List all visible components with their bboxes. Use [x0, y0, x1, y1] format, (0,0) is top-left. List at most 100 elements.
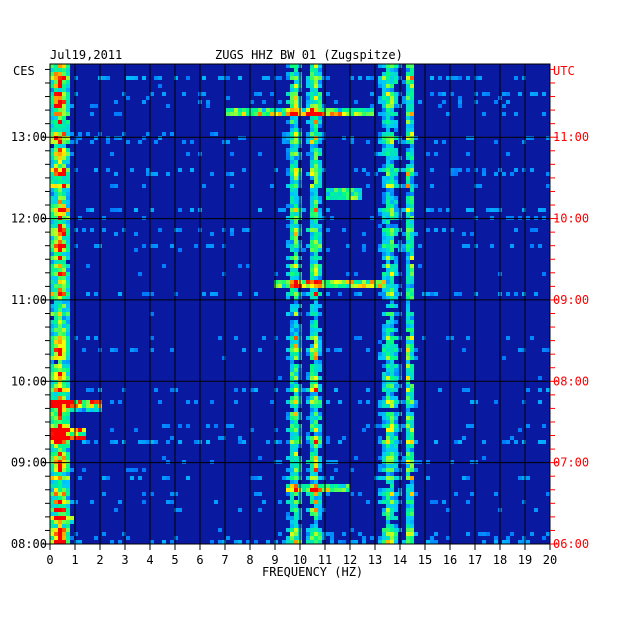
spectrogram-cell	[314, 432, 318, 436]
spectrogram-cell	[430, 500, 434, 504]
spectrogram-cell	[206, 424, 210, 428]
spectrogram-cell	[310, 64, 314, 68]
spectrogram-cell	[226, 108, 230, 112]
spectrogram-cell	[390, 472, 394, 476]
spectrogram-cell	[274, 540, 278, 544]
spectrogram-cell	[358, 532, 362, 536]
spectrogram-cell	[386, 304, 390, 308]
spectrogram-cell	[286, 76, 290, 80]
spectrogram-cell	[54, 256, 58, 260]
spectrogram-cell	[290, 388, 294, 392]
spectrogram-cell	[390, 356, 394, 360]
spectrogram-cell	[446, 508, 450, 512]
spectrogram-cell	[406, 300, 410, 304]
spectrogram-cell	[50, 472, 54, 476]
spectrogram-cell	[54, 268, 58, 272]
spectrogram-cell	[486, 92, 490, 96]
spectrogram-cell	[390, 500, 394, 504]
spectrogram-cell	[390, 248, 394, 252]
spectrogram-cell	[318, 368, 322, 372]
spectrogram-cell	[426, 540, 430, 544]
spectrogram-cell	[62, 168, 66, 172]
spectrogram-cell	[134, 208, 138, 212]
spectrogram-cell	[70, 520, 74, 524]
spectrogram-cell	[86, 292, 90, 296]
spectrogram-cell	[274, 388, 278, 392]
spectrogram-cell	[306, 228, 310, 232]
spectrogram-cell	[410, 528, 414, 532]
spectrogram-cell	[314, 204, 318, 208]
spectrogram-cell	[502, 356, 506, 360]
spectrogram-cell	[238, 108, 242, 112]
spectrogram-cell	[66, 444, 70, 448]
spectrogram-cell	[474, 244, 478, 248]
spectrogram-cell	[542, 440, 546, 444]
spectrogram-cell	[62, 328, 66, 332]
spectrogram-cell	[314, 156, 318, 160]
spectrogram-cell	[314, 72, 318, 76]
spectrogram-cell	[54, 416, 58, 420]
spectrogram-cell	[386, 520, 390, 524]
spectrogram-cell	[386, 116, 390, 120]
spectrogram-cell	[386, 324, 390, 328]
spectrogram-cell	[178, 424, 182, 428]
spectrogram-cell	[358, 76, 362, 80]
spectrogram-cell	[314, 64, 318, 68]
spectrogram-cell	[318, 256, 322, 260]
spectrogram-cell	[462, 348, 466, 352]
spectrogram-cell	[426, 460, 430, 464]
spectrogram-cell	[66, 360, 70, 364]
spectrogram-cell	[406, 232, 410, 236]
spectrogram-cell	[394, 96, 398, 100]
spectrogram-cell	[438, 76, 442, 80]
spectrogram-cell	[134, 248, 138, 252]
spectrogram-cell	[346, 244, 350, 248]
x-tick-label: 5	[171, 553, 178, 567]
spectrogram-cell	[170, 388, 174, 392]
spectrogram-cell	[386, 356, 390, 360]
spectrogram-cell	[378, 492, 382, 496]
spectrogram-cell	[50, 252, 54, 256]
spectrogram-cell	[54, 372, 58, 376]
spectrogram-cell	[50, 416, 54, 420]
spectrogram-cell	[318, 540, 322, 544]
spectrogram-cell	[382, 208, 386, 212]
spectrogram-cell	[406, 516, 410, 520]
spectrogram-cell	[362, 280, 366, 284]
spectrogram-cell	[294, 212, 298, 216]
spectrogram-cell	[386, 248, 390, 252]
spectrogram-cell	[62, 528, 66, 532]
spectrogram-cell	[426, 476, 430, 480]
spectrogram-cell	[306, 396, 310, 400]
spectrogram-cell	[306, 488, 310, 492]
spectrogram-cell	[382, 476, 386, 480]
spectrogram-cell	[382, 292, 386, 296]
spectrogram-cell	[530, 136, 534, 140]
spectrogram-cell	[386, 180, 390, 184]
spectrogram-cell	[390, 400, 394, 404]
spectrogram-cell	[406, 492, 410, 496]
spectrogram-cell	[306, 400, 310, 404]
spectrogram-cell	[294, 76, 298, 80]
spectrogram-cell	[170, 500, 174, 504]
spectrogram-cell	[334, 484, 338, 488]
spectrogram-cell	[354, 196, 358, 200]
spectrogram-cell	[74, 540, 78, 544]
spectrogram-cell	[274, 112, 278, 116]
spectrogram-cell	[314, 472, 318, 476]
spectrogram-cell	[90, 400, 94, 404]
spectrogram-cell	[450, 172, 454, 176]
spectrogram-cell	[50, 340, 54, 344]
spectrogram-cell	[394, 136, 398, 140]
spectrogram-cell	[350, 76, 354, 80]
spectrogram-cell	[50, 484, 54, 488]
spectrogram-cell	[382, 376, 386, 380]
spectrogram-cell	[66, 508, 70, 512]
spectrogram-cell	[290, 484, 294, 488]
spectrogram-cell	[290, 104, 294, 108]
spectrogram-cell	[154, 76, 158, 80]
spectrogram-cell	[58, 324, 62, 328]
spectrogram-cell	[294, 280, 298, 284]
spectrogram-cell	[58, 132, 62, 136]
spectrogram-cell	[490, 208, 494, 212]
